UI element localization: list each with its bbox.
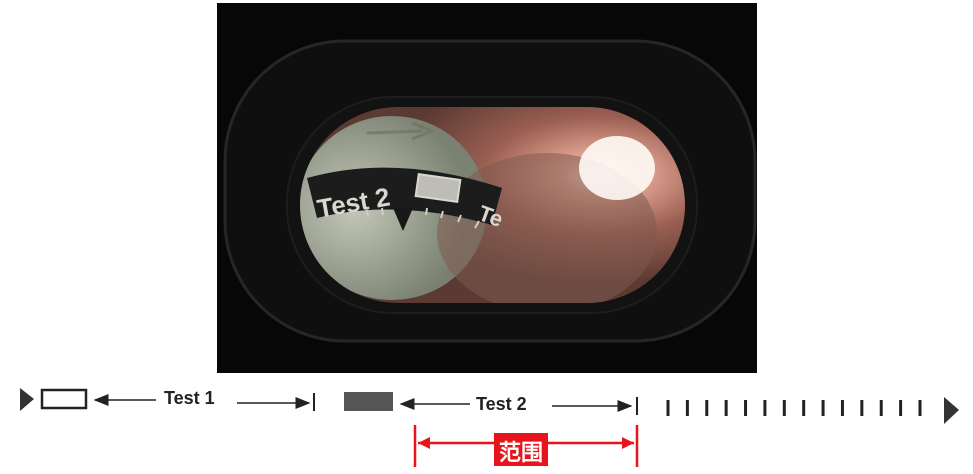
scale-end-arrow-icon [944, 397, 959, 424]
dial-window: Test 2 Te [300, 107, 685, 303]
range-bracket: 范围 [413, 425, 639, 467]
test1-label: Test 1 [164, 388, 215, 408]
dial-photo: Test 2 Te [217, 3, 757, 373]
dial-ticks [366, 207, 480, 229]
range-diagram: Test 1 Test 2 范围 [20, 388, 959, 467]
scale-ticks [666, 400, 922, 416]
test1-window-box [40, 388, 88, 410]
scale-start-arrow-icon [20, 388, 34, 411]
dial-pointer-icon [393, 208, 413, 231]
range-label-bg [494, 433, 548, 466]
test2-label: Test 2 [476, 394, 527, 414]
faint-arrow-icon [366, 121, 437, 141]
dial-window-box [414, 173, 462, 203]
test2-window-box [344, 392, 393, 411]
range-label: 范围 [499, 441, 543, 466]
